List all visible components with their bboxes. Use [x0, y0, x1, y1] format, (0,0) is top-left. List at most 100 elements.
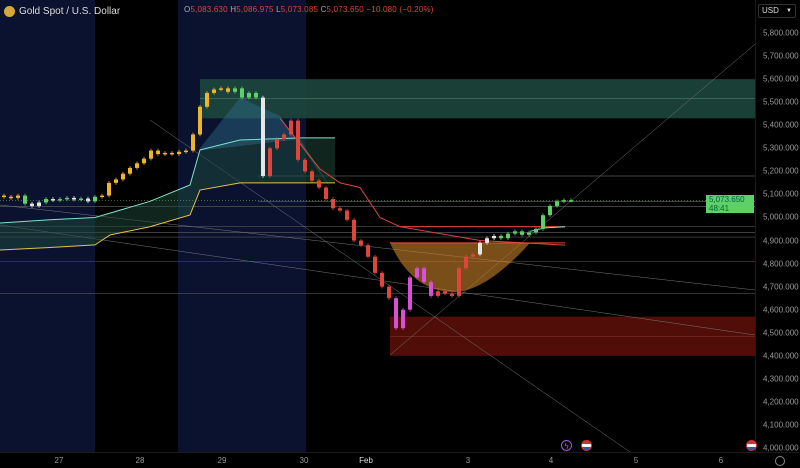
candle [184, 150, 188, 153]
candle [541, 215, 545, 230]
symbol-header[interactable]: Gold Spot / U.S. Dollar [4, 3, 120, 19]
bar-countdown: 48:41 [709, 204, 730, 213]
candle [72, 197, 76, 200]
high-label: H [230, 5, 237, 14]
x-tick: 28 [135, 456, 145, 465]
candle [114, 179, 118, 183]
candle [282, 134, 286, 140]
candle [100, 195, 104, 198]
candle [478, 242, 482, 255]
time-axis[interactable]: 27 28 29 30 Feb 3 4 5 6 [0, 452, 800, 468]
candle [2, 195, 6, 198]
y-tick: 4,000.000 [763, 443, 799, 453]
candle [443, 291, 447, 294]
trend-line [0, 224, 755, 336]
candle [534, 229, 538, 233]
candle [191, 134, 195, 151]
candle [44, 199, 48, 203]
candle [16, 195, 20, 198]
y-tick: 4,300.000 [763, 374, 799, 384]
candle [268, 148, 272, 176]
close-value: 5,073.650 [326, 5, 364, 14]
candle [247, 92, 251, 98]
price-axis[interactable]: 5,800.000 5,700.000 5,600.000 5,500.000 5,40… [755, 0, 800, 453]
session-background [178, 0, 306, 452]
candle [65, 197, 69, 200]
x-tick: Feb [359, 456, 373, 465]
us-flag-icon[interactable] [746, 440, 757, 451]
candle [415, 268, 419, 278]
candle [310, 171, 314, 181]
x-tick: 4 [548, 456, 554, 465]
candle [30, 203, 34, 206]
y-tick: 4,400.000 [763, 351, 799, 361]
candle [212, 89, 216, 93]
candle [387, 286, 391, 299]
close-label: C [320, 5, 327, 14]
candle [219, 88, 223, 90]
candle [135, 163, 139, 168]
candle [86, 198, 90, 202]
candle [254, 92, 258, 98]
open-value: 5,083.630 [190, 5, 228, 14]
candle [303, 159, 307, 172]
last-price-tag: 5,073.650 48:41 [706, 195, 754, 213]
y-tick: 5,200.000 [763, 166, 799, 176]
candle [177, 151, 181, 155]
candle [296, 120, 300, 160]
band-lower-line [0, 182, 335, 251]
candle [485, 238, 489, 243]
candle [569, 200, 573, 202]
y-tick: 5,000.000 [763, 212, 799, 222]
candle [156, 150, 160, 155]
last-price: 5,073.650 [709, 195, 745, 204]
candle [380, 272, 384, 287]
band-fill [0, 137, 335, 250]
candle [93, 196, 97, 202]
candle [205, 92, 209, 107]
candle [324, 187, 328, 200]
candle [23, 195, 27, 204]
us-flag-icon[interactable] [581, 440, 592, 451]
candle [198, 106, 202, 135]
trend-line [389, 43, 755, 356]
x-tick: 3 [465, 456, 471, 465]
candle [345, 210, 349, 220]
currency-select[interactable]: USD ▼ [758, 4, 796, 18]
candle [289, 120, 293, 135]
ohlc-legend: O5,083.630 H5,086.975 L5,073.085 C5,073.… [184, 5, 434, 14]
x-tick: 29 [217, 456, 227, 465]
candle [331, 199, 335, 209]
candle [142, 158, 146, 164]
y-tick: 4,700.000 [763, 282, 799, 292]
x-tick: 27 [54, 456, 64, 465]
candle [352, 219, 356, 241]
candle [233, 88, 237, 92]
band-upper-line [0, 137, 335, 224]
y-tick: 4,500.000 [763, 328, 799, 338]
open-label: O [184, 5, 191, 14]
candle [499, 235, 503, 239]
change-value: −10.080 (−0.20%) [366, 5, 434, 14]
candle [471, 254, 475, 257]
y-tick: 5,400.000 [763, 120, 799, 130]
candle [450, 293, 454, 296]
y-tick: 5,500.000 [763, 97, 799, 107]
candle [562, 200, 566, 202]
low-label: L [276, 5, 281, 14]
flash-icon[interactable]: ϟ [561, 440, 572, 451]
y-tick: 5,300.000 [763, 143, 799, 153]
candle [338, 208, 342, 211]
candle [429, 282, 433, 296]
candle [58, 199, 62, 201]
candle [366, 245, 370, 257]
band-cloud [200, 97, 335, 195]
price-chart[interactable] [0, 0, 755, 452]
y-tick: 4,900.000 [763, 236, 799, 246]
candle [275, 139, 279, 149]
candle [555, 201, 559, 206]
y-tick: 4,200.000 [763, 397, 799, 407]
candle [408, 277, 412, 310]
candle [527, 232, 531, 235]
gear-icon[interactable] [775, 456, 785, 466]
